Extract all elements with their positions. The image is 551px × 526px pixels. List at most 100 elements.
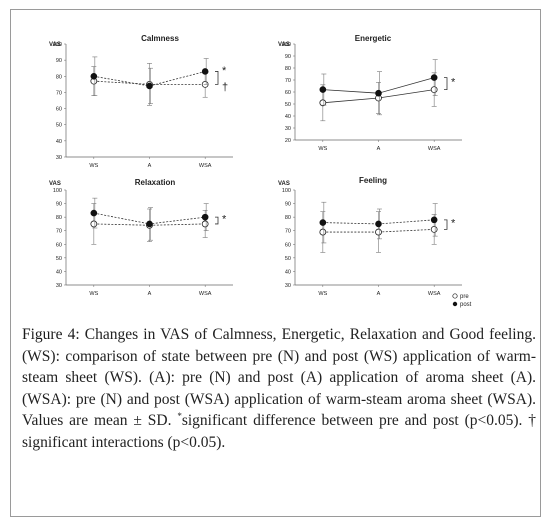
data-point-post <box>430 216 438 224</box>
significance-star: * <box>222 65 227 77</box>
y-tick-label: 30 <box>285 283 291 289</box>
y-tick-label: 60 <box>285 242 291 248</box>
y-axis-label: VAS <box>49 181 61 187</box>
interaction-dagger: † <box>222 81 228 93</box>
y-tick-label: 60 <box>285 90 291 96</box>
data-point-post <box>319 86 327 93</box>
series-line <box>322 219 435 225</box>
y-tick-label: 30 <box>56 283 62 289</box>
y-axis-label: VAS <box>278 181 290 187</box>
x-tick-label: WS <box>318 146 327 152</box>
y-tick-label: 100 <box>282 188 291 194</box>
y-tick-label: 80 <box>285 215 291 221</box>
x-tick-label: WSA <box>199 291 212 297</box>
legend-marker-pre <box>452 293 458 299</box>
y-tick-label: 50 <box>56 123 62 129</box>
data-point-post <box>201 213 209 221</box>
significance-bracket <box>215 71 219 85</box>
significance-bracket <box>444 219 448 230</box>
series-pre <box>319 72 438 122</box>
y-tick-label: 80 <box>285 66 291 72</box>
x-tick-label: WS <box>318 291 327 297</box>
figure-label: Figure 4: <box>22 326 80 343</box>
significance-star: * <box>222 214 227 226</box>
y-tick-label: 50 <box>285 102 291 108</box>
y-tick-label: 40 <box>56 139 62 145</box>
y-tick-label: 70 <box>56 229 62 235</box>
legend-label: pre <box>460 294 469 300</box>
series-line <box>93 223 206 226</box>
data-point-post <box>430 74 438 81</box>
significance-star: * <box>451 77 456 89</box>
data-point-post <box>146 220 153 228</box>
series-line <box>93 80 206 85</box>
y-tick-label: 100 <box>282 42 291 48</box>
data-point-pre <box>375 228 382 236</box>
data-point-pre <box>319 228 327 236</box>
y-tick-label: 70 <box>285 78 291 84</box>
x-tick-label: WSA <box>428 291 441 297</box>
caption-body: Changes in VAS of Calmness, Energetic, R… <box>22 326 536 429</box>
y-tick-label: 60 <box>56 107 62 113</box>
y-tick-label: 50 <box>56 256 62 262</box>
y-tick-label: 20 <box>285 138 291 144</box>
significance-bracket <box>215 216 219 225</box>
x-tick-label: A <box>377 146 381 152</box>
y-tick-label: 80 <box>56 215 62 221</box>
chart-title: Relaxation <box>135 178 176 187</box>
chart-title: Calmness <box>141 34 179 43</box>
figure-caption: Figure 4: Changes in VAS of Calmness, En… <box>22 324 536 453</box>
x-tick-label: A <box>148 163 152 169</box>
x-tick-label: A <box>148 291 152 297</box>
data-point-post <box>146 82 153 90</box>
data-point-post <box>319 219 327 226</box>
data-point-post <box>90 72 98 80</box>
y-tick-label: 70 <box>285 229 291 235</box>
caption-star-marker: * <box>177 410 182 421</box>
series-post <box>319 201 438 244</box>
x-tick-label: WS <box>89 163 98 169</box>
y-tick-label: 90 <box>285 54 291 60</box>
y-tick-label: 90 <box>56 202 62 208</box>
y-tick-label: 100 <box>53 188 62 194</box>
chart-title: Energetic <box>355 34 392 43</box>
y-tick-label: 80 <box>56 74 62 80</box>
legend-marker-post <box>452 301 458 307</box>
y-tick-label: 70 <box>56 90 62 96</box>
series-post <box>319 59 438 116</box>
y-tick-label: 100 <box>53 42 62 48</box>
y-tick-label: 30 <box>56 155 62 161</box>
y-tick-label: 40 <box>56 269 62 275</box>
y-tick-label: 90 <box>56 58 62 64</box>
legend-label: post <box>460 302 472 308</box>
data-point-pre <box>90 220 98 228</box>
x-tick-label: WSA <box>199 163 212 169</box>
series-line <box>322 228 435 233</box>
series-post <box>90 56 209 105</box>
significance-bracket <box>444 77 448 90</box>
data-point-post <box>201 68 209 75</box>
y-axis-label: VAS <box>49 42 61 48</box>
series-post <box>90 197 209 241</box>
data-point-post <box>90 209 98 217</box>
y-tick-label: 40 <box>285 269 291 275</box>
legend: pre post <box>452 293 472 308</box>
y-tick-label: 60 <box>56 242 62 248</box>
x-tick-label: WSA <box>428 146 441 152</box>
y-tick-label: 90 <box>285 202 291 208</box>
y-tick-label: 40 <box>285 114 291 120</box>
x-tick-label: A <box>377 291 381 297</box>
figure-frame <box>10 9 541 517</box>
data-point-pre <box>319 99 327 107</box>
y-tick-label: 50 <box>285 256 291 262</box>
data-point-pre <box>430 86 438 93</box>
series-pre <box>319 211 438 253</box>
data-point-pre <box>430 225 438 233</box>
data-point-post <box>375 220 382 228</box>
data-point-post <box>375 89 382 97</box>
y-axis-label: VAS <box>278 42 290 48</box>
